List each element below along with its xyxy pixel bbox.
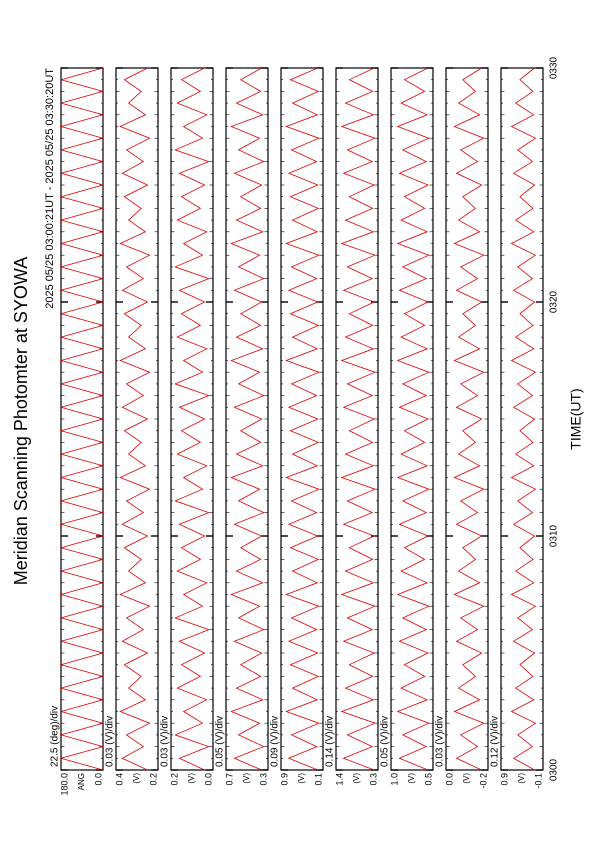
x-tick-label: 0300 <box>549 758 560 781</box>
panel-frame <box>500 67 544 771</box>
y-axis-label: (V) <box>297 773 306 784</box>
signal-line <box>453 67 485 771</box>
x-axis-title: TIME(UT) <box>568 388 584 449</box>
signal-line <box>119 67 151 771</box>
y-tick-label: 0.2 <box>148 773 158 786</box>
y-tick-label: 1.0 <box>389 773 399 786</box>
y-tick-label: 180.0 <box>59 773 69 796</box>
y-tick-label: 1.4 <box>334 773 344 786</box>
x-tick-label: 0320 <box>549 290 560 313</box>
scale-label: 0.05 (V)/div <box>215 716 226 767</box>
y-tick-label: 0.0 <box>444 773 454 786</box>
y-tick-label: 0.4 <box>114 773 124 786</box>
y-tick-label: 0.3 <box>368 773 378 786</box>
signal-line <box>510 67 537 771</box>
signal-line <box>59 67 105 771</box>
y-axis-label: (V) <box>242 773 251 784</box>
y-axis-label: (V) <box>187 773 196 784</box>
y-tick-label: 0.7 <box>224 773 234 786</box>
scale-label: 0.05 (V)/div <box>380 716 391 767</box>
panel-frame <box>335 67 379 771</box>
x-tick-label: 0330 <box>549 56 560 79</box>
y-tick-label: 0.9 <box>499 773 509 786</box>
signal-line <box>174 67 210 771</box>
y-axis-label: (V) <box>407 773 416 784</box>
y-tick-label: 0.9 <box>279 773 289 786</box>
scale-label: 22.5 (deg)/div <box>50 706 61 767</box>
signal-line <box>285 67 320 771</box>
x-tick-label: 0310 <box>549 524 560 547</box>
y-axis-label: (V) <box>132 773 141 784</box>
panel-frame <box>170 67 214 771</box>
y-tick-label: 0.3 <box>258 773 268 786</box>
y-tick-label: 0.2 <box>169 773 179 786</box>
signal-line <box>340 67 377 771</box>
rotated-plot: Meridian Scanning Photomter at SYOWA 202… <box>11 56 584 795</box>
scale-label: 0.03 (V)/div <box>435 716 446 767</box>
scale-label: 0.09 (V)/div <box>270 716 281 767</box>
y-axis-label: (V) <box>462 773 471 784</box>
y-axis-label: ANG <box>77 773 86 790</box>
y-tick-label: 0.1 <box>313 773 323 786</box>
y-tick-label: 0.0 <box>93 773 103 786</box>
y-tick-label: 0.0 <box>203 773 213 786</box>
panel-frame <box>60 67 104 771</box>
scale-label: 0.12 (V)/div <box>490 716 501 767</box>
scale-label: 0.14 (V)/div <box>325 716 336 767</box>
chart-title: Meridian Scanning Photomter at SYOWA <box>11 257 31 585</box>
y-axis-label: (V) <box>517 773 526 784</box>
y-tick-label: 0.5 <box>423 773 433 786</box>
signal-line <box>230 67 265 771</box>
signal-line <box>396 67 430 771</box>
time-range: 2025 05/25 03:00:21UT - 2025 05/25 03:30… <box>44 68 56 309</box>
y-tick-label: -0.1 <box>533 773 543 789</box>
panel-frame <box>390 67 434 771</box>
y-axis-label: (V) <box>352 773 361 784</box>
y-tick-label: -0.2 <box>478 773 488 789</box>
scale-label: 0.03 (V)/div <box>105 716 116 767</box>
scale-label: 0.03 (V)/div <box>160 716 171 767</box>
